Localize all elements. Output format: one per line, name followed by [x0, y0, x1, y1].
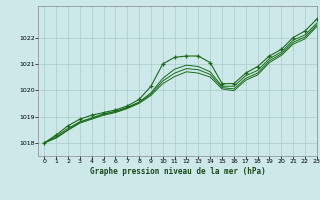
X-axis label: Graphe pression niveau de la mer (hPa): Graphe pression niveau de la mer (hPa) [90, 167, 266, 176]
